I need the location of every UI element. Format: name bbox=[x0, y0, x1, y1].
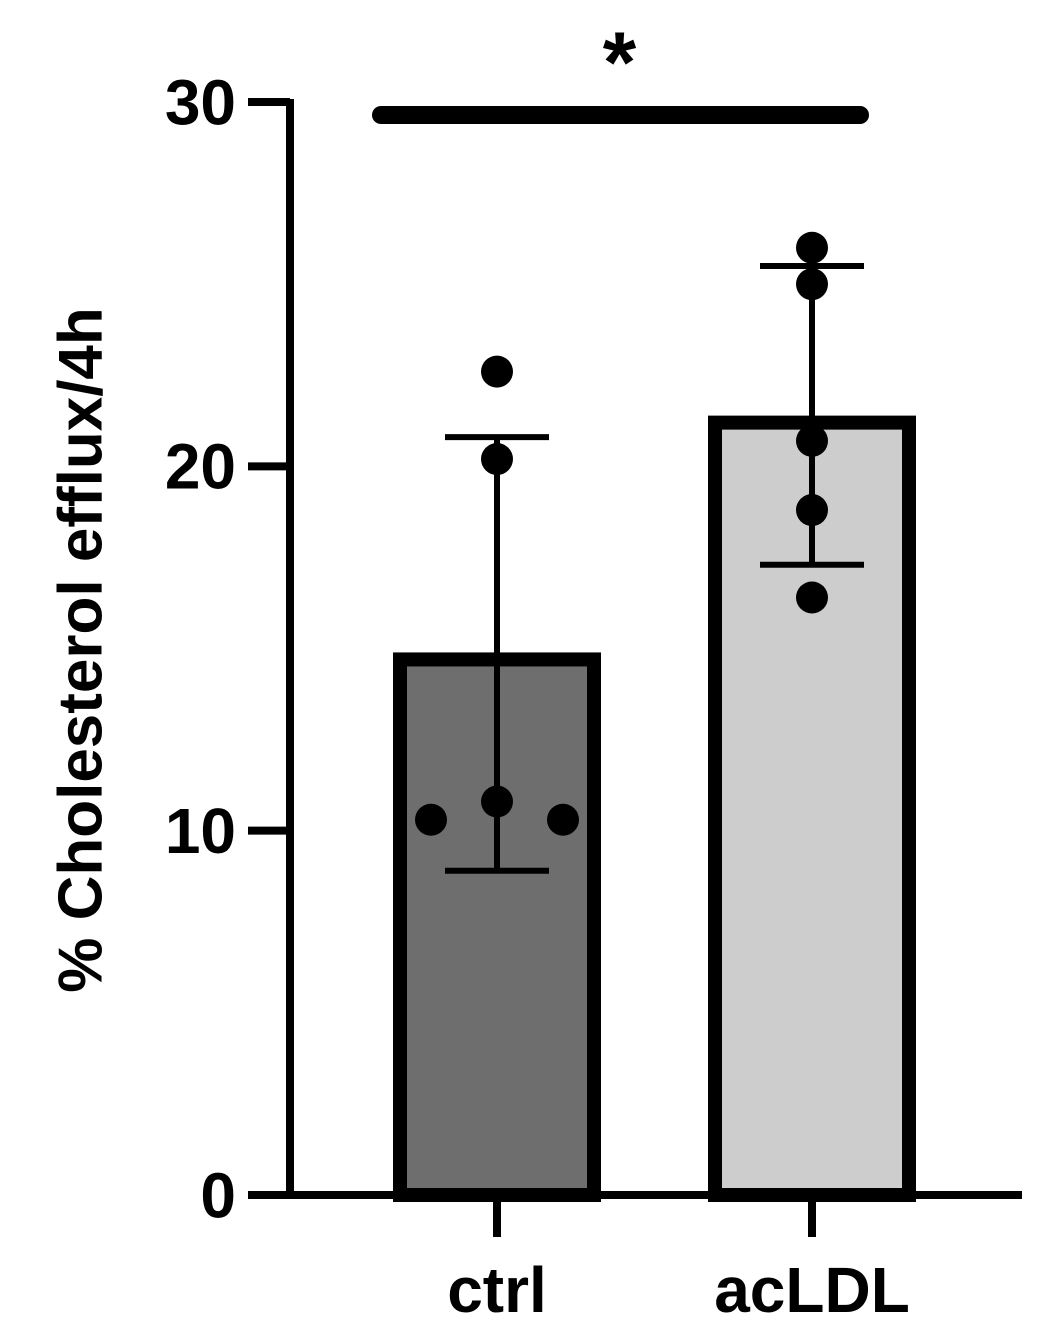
data-point-ctrl bbox=[415, 803, 447, 836]
y-tick-label: 10 bbox=[165, 795, 236, 867]
significance-label: * bbox=[603, 15, 637, 111]
category-label-acldl: acLDL bbox=[714, 1254, 910, 1326]
data-point-ctrl bbox=[481, 443, 513, 476]
data-point-acldl bbox=[796, 424, 828, 457]
category-label-ctrl: ctrl bbox=[447, 1254, 547, 1326]
y-axis-title: % Cholesterol efflux/4h bbox=[47, 307, 116, 993]
data-point-acldl bbox=[796, 268, 828, 301]
data-point-acldl bbox=[796, 231, 828, 264]
y-tick-label: 0 bbox=[200, 1159, 236, 1231]
data-point-ctrl bbox=[481, 355, 513, 388]
y-tick-label: 30 bbox=[165, 66, 236, 138]
y-tick-label: 20 bbox=[165, 431, 236, 503]
data-point-acldl bbox=[796, 494, 828, 527]
data-point-ctrl bbox=[547, 803, 579, 836]
data-point-ctrl bbox=[481, 785, 513, 818]
plot-area: 0 10 20 30 ctrl acLDL * bbox=[165, 15, 1022, 1326]
data-point-acldl bbox=[796, 581, 828, 614]
